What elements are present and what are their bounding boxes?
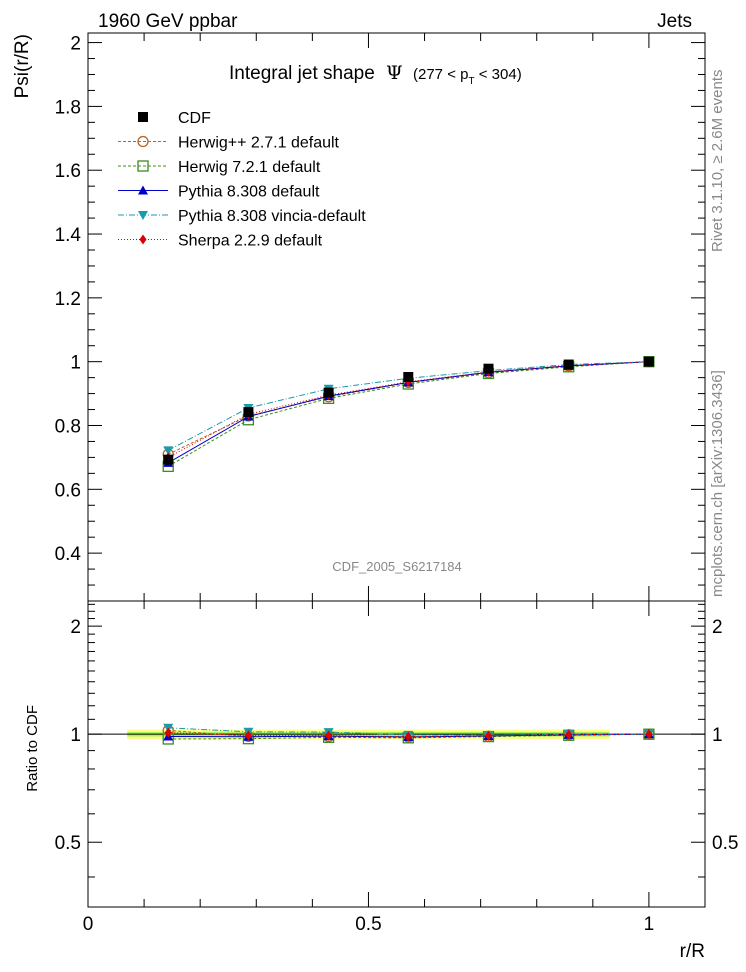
series-4 [164, 356, 653, 742]
marker-diamond [139, 234, 147, 245]
marker-square [563, 359, 574, 370]
legend-entry: Sherpa 2.2.9 default [118, 233, 323, 250]
ratio-y-tick-label: 1 [712, 725, 723, 746]
marker-square [163, 454, 174, 465]
y-tick-label: 0.8 [55, 416, 81, 437]
title-range-open: (277 < p [413, 66, 468, 83]
ratio-y-tick-label: 1 [70, 725, 81, 746]
legend-entry: Herwig++ 2.7.1 default [118, 135, 340, 152]
marker-square [403, 371, 414, 382]
y-tick-label: 0.4 [55, 544, 82, 565]
legend-label: Sherpa 2.2.9 default [178, 233, 323, 250]
marker-triangle-down [138, 211, 148, 220]
series-3 [163, 357, 654, 741]
marker-diamond [164, 727, 172, 738]
series-1 [162, 356, 655, 745]
ratio-y-tick-label: 0.5 [712, 833, 738, 854]
marker-diamond [244, 730, 252, 741]
marker-diamond [565, 729, 573, 740]
mcplots-label: mcplots.cern.ch [arXiv:1306.3436] [709, 370, 726, 597]
y-tick-label: 1.8 [55, 97, 81, 118]
legend-entry: Pythia 8.308 default [118, 184, 320, 201]
y-axis-label: Psi(r/R) [12, 34, 33, 98]
ratio-y-axis-label: Ratio to CDF [24, 705, 41, 792]
x-axis-label: r/R [680, 941, 705, 962]
marker-square [138, 112, 148, 122]
ticks-layer: 0.4 0.6 0.8 1 1.2 1.4 1.6 1.8 2 0 0.5 1 0.5 0.5 1 1 2 2 [55, 33, 738, 935]
series-cdf [163, 356, 654, 465]
x-tick-label: 0 [83, 914, 94, 935]
rivet-label: Rivet 3.1.10, ≥ 2.6M events [709, 70, 726, 253]
legend-label: Herwig++ 2.7.1 default [178, 135, 340, 152]
y-tick-label: 1.4 [55, 225, 82, 246]
y-tick-label: 1 [70, 353, 81, 374]
series-layer [162, 356, 655, 745]
marker-triangle-down [163, 446, 174, 456]
ratio-y-tick-label: 2 [712, 617, 723, 638]
legend-entry: Pythia 8.308 vincia-default [118, 208, 366, 225]
legend-entry: CDF [138, 110, 211, 127]
marker-diamond [404, 731, 412, 742]
marker-square [483, 363, 494, 374]
chart-title: Integral jet shape Ψ (277 < pT < 304) [229, 62, 522, 87]
y-tick-label: 2 [70, 34, 81, 55]
marker-diamond [325, 730, 333, 741]
title-main: Integral jet shape [229, 63, 375, 84]
marker-square [243, 407, 254, 418]
y-tick-label: 1.6 [55, 161, 81, 182]
marker-diamond [484, 730, 492, 741]
legend-label: Pythia 8.308 vincia-default [178, 208, 366, 225]
analysis-watermark: CDF_2005_S6217184 [332, 559, 461, 574]
header-right: Jets [657, 11, 692, 32]
x-tick-label: 1 [644, 914, 655, 935]
title-range-close: < 304) [475, 66, 522, 83]
legend: CDF Herwig++ 2.7.1 default Herwig 7.2.1 de… [118, 110, 366, 250]
legend-entry: Herwig 7.2.1 default [118, 159, 321, 176]
header-left: 1960 GeV ppbar [98, 11, 238, 32]
ratio-y-tick-label: 0.5 [55, 833, 81, 854]
x-tick-label: 0.5 [355, 914, 381, 935]
ratio-y-tick-label: 2 [70, 617, 81, 638]
legend-label: CDF [178, 110, 211, 127]
y-tick-label: 0.6 [55, 480, 81, 501]
y-tick-label: 1.2 [55, 289, 81, 310]
title-range-sub: T [468, 76, 474, 87]
marker-diamond [645, 729, 653, 740]
legend-label: Herwig 7.2.1 default [178, 159, 321, 176]
title-symbol: Ψ [386, 62, 403, 84]
marker-square [643, 356, 654, 367]
ratio-plot-frame [87, 600, 706, 908]
legend-label: Pythia 8.308 default [178, 184, 320, 201]
marker-open-square [137, 160, 149, 172]
marker-triangle-up [138, 185, 148, 195]
marker-square [323, 387, 334, 398]
marker-open-circle [137, 135, 149, 148]
